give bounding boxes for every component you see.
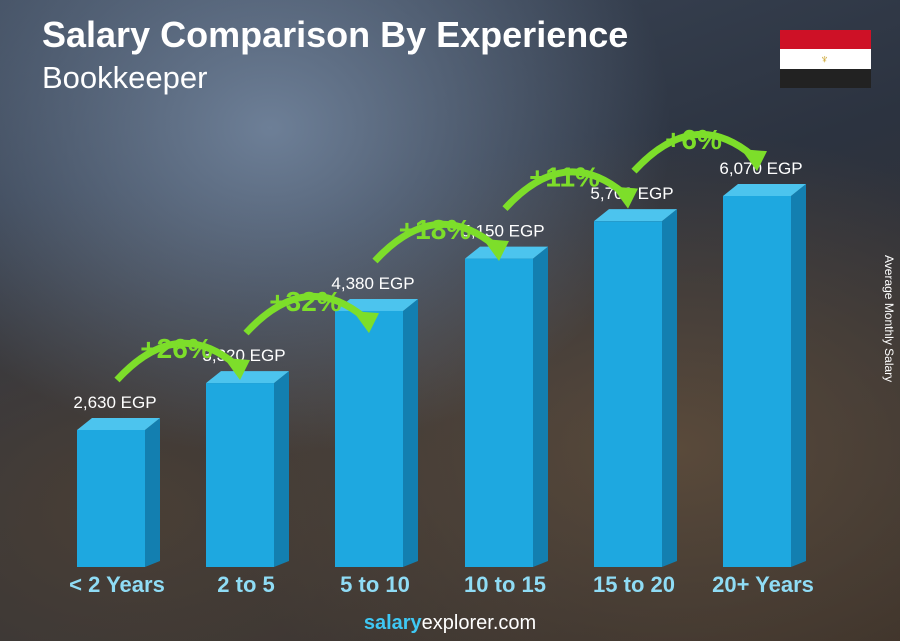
bar-side bbox=[791, 184, 806, 567]
value-label: 6,070 EGP bbox=[719, 159, 802, 178]
egypt-flag-icon: ♆ bbox=[780, 30, 871, 88]
bar bbox=[723, 196, 791, 567]
chart-title: Salary Comparison By Experience bbox=[42, 14, 629, 55]
change-label: +6% bbox=[665, 124, 722, 155]
arrow-head-icon bbox=[353, 311, 379, 334]
bar-side bbox=[403, 298, 418, 567]
change-label: +11% bbox=[529, 162, 600, 193]
category-label: 10 to 15 bbox=[464, 572, 546, 597]
bar-top bbox=[594, 209, 677, 222]
value-label: 3,320 EGP bbox=[202, 346, 285, 365]
change-label: +32% bbox=[269, 286, 341, 317]
category-label: 15 to 20 bbox=[593, 572, 675, 597]
value-label: 4,380 EGP bbox=[331, 274, 414, 293]
bar-side bbox=[533, 246, 548, 567]
change-arrow bbox=[243, 292, 368, 336]
category-label: < 2 Years bbox=[69, 572, 165, 597]
arrow-head-icon bbox=[224, 358, 250, 380]
arrow-head-icon bbox=[741, 149, 767, 172]
bar bbox=[594, 221, 662, 567]
change-arrow bbox=[502, 168, 627, 211]
y-axis-label: Average Monthly Salary bbox=[882, 255, 896, 383]
bar-top bbox=[206, 371, 289, 384]
change-label: +18% bbox=[399, 214, 471, 245]
bar bbox=[335, 310, 403, 567]
bar-side bbox=[145, 418, 160, 567]
bar bbox=[206, 383, 274, 567]
bar bbox=[77, 430, 145, 567]
category-label: 5 to 10 bbox=[340, 572, 410, 597]
bar bbox=[465, 258, 533, 567]
value-label: 2,630 EGP bbox=[73, 393, 156, 412]
arrow-head-icon bbox=[612, 186, 638, 209]
change-arrow bbox=[631, 131, 756, 174]
change-label: +26% bbox=[140, 333, 212, 364]
bar-side bbox=[274, 371, 289, 567]
change-arrow bbox=[372, 220, 498, 264]
site-logo: salaryexplorer.com bbox=[363, 612, 537, 634]
category-label: 20+ Years bbox=[712, 572, 814, 597]
bar-side bbox=[662, 209, 677, 567]
bar-top bbox=[465, 246, 548, 259]
category-label: 2 to 5 bbox=[217, 572, 274, 597]
change-arrow bbox=[114, 339, 239, 383]
arrow-head-icon bbox=[483, 238, 509, 261]
bar-top bbox=[77, 418, 160, 430]
chart-subtitle: Bookkeeper bbox=[42, 60, 208, 95]
bar-top bbox=[723, 184, 806, 196]
